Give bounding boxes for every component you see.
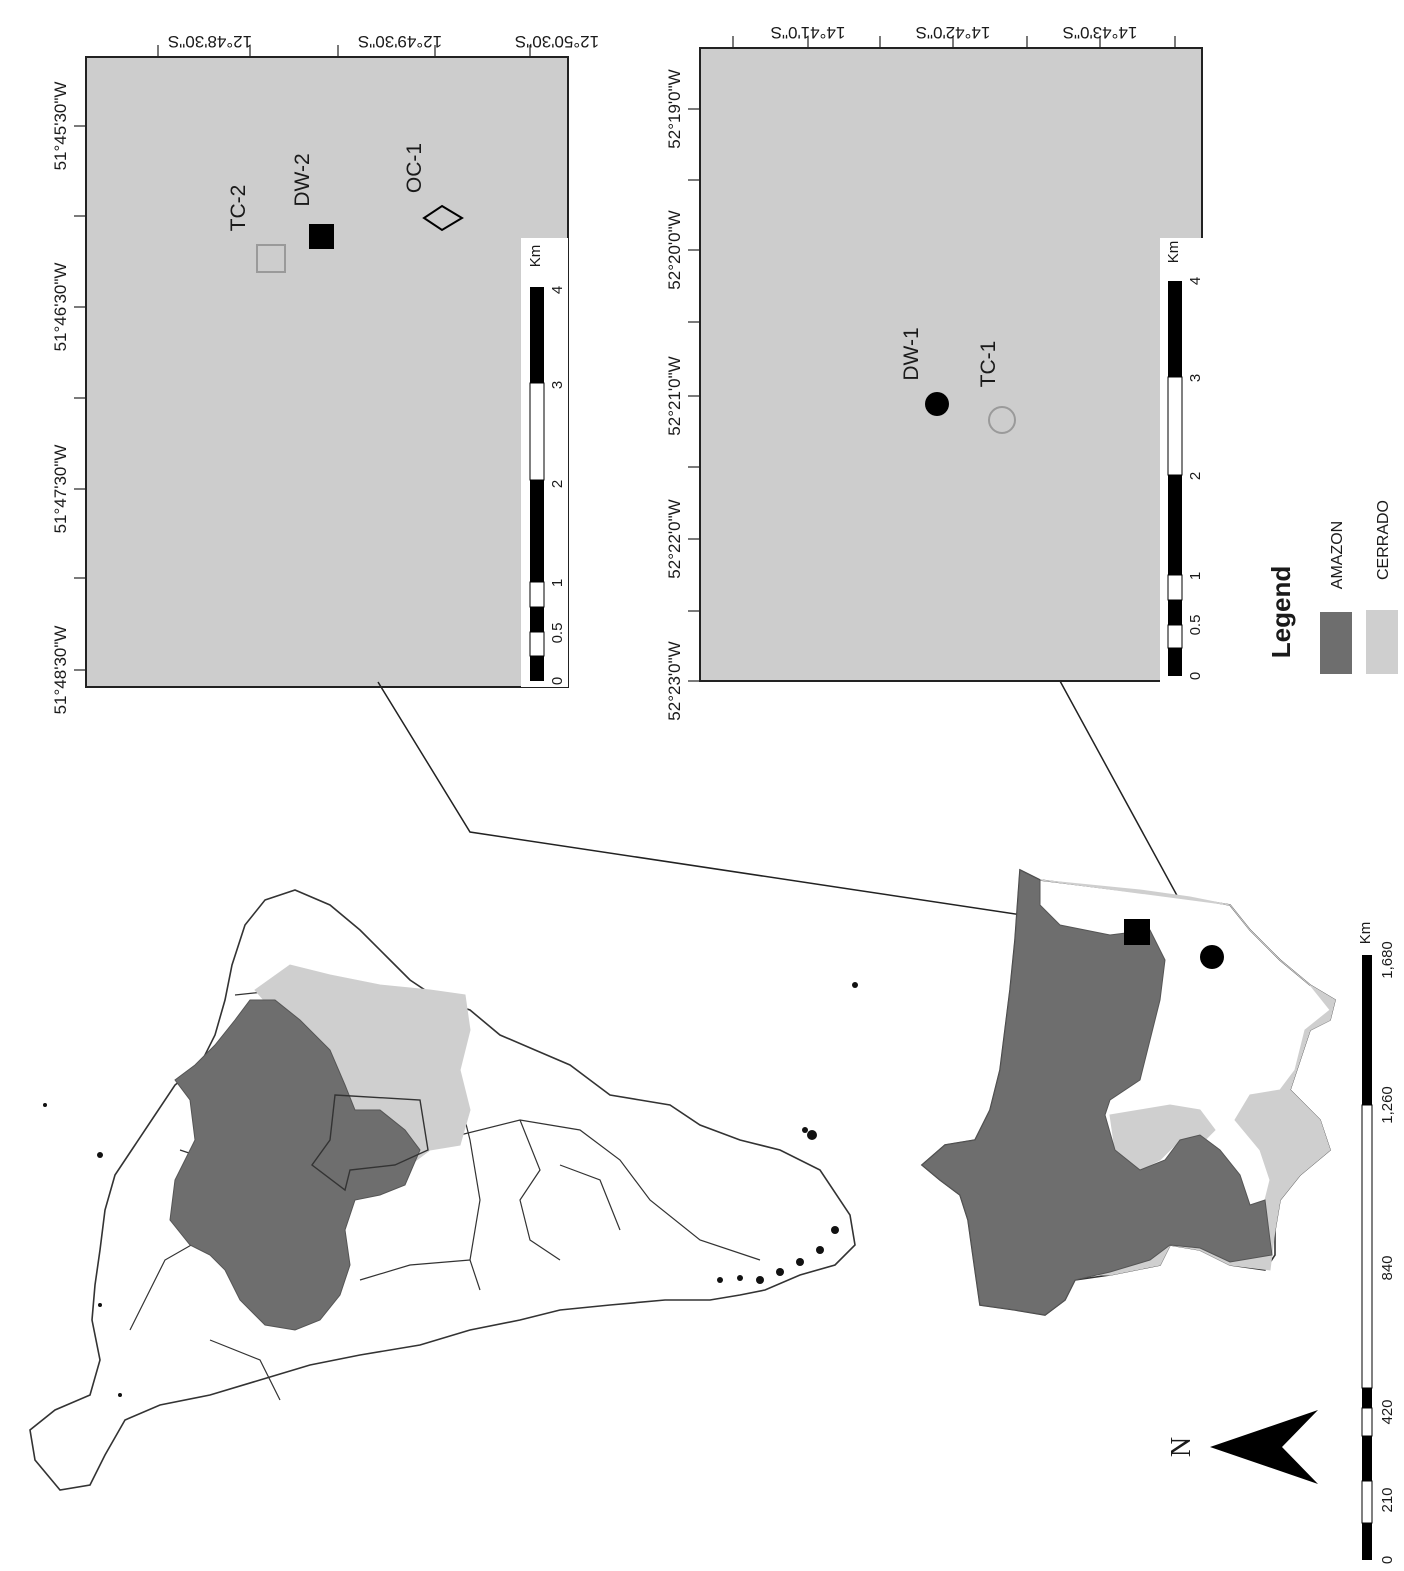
- scale-label: 2: [1187, 472, 1204, 480]
- site-map-2: 14°41'0"S 14°42'0"S 14°43'0"S 52°23'0"W …: [665, 23, 1205, 721]
- state-amazon-region: [921, 869, 1273, 1316]
- country-border: [559, 1164, 621, 1231]
- site-map-1-lon-tick: 51°46'30"W: [51, 263, 70, 352]
- site-map-2-lat-tick: 14°42'0"S: [916, 23, 991, 42]
- scale-label: 0: [1379, 1556, 1396, 1564]
- site-map-2-lon-tick: 52°22'0"W: [665, 499, 684, 578]
- scale-label: 840: [1379, 1255, 1396, 1280]
- south-america-map: [29, 889, 858, 1491]
- site-map-2-lon-tick: 52°21'0"W: [665, 356, 684, 435]
- scale-label: 2: [549, 480, 566, 488]
- country-border: [359, 1259, 471, 1281]
- site-oc-1-marker: [422, 204, 464, 232]
- scale-label: 1: [549, 579, 566, 587]
- scale-label: 1: [1187, 572, 1204, 580]
- site-map-1-lat-tick: 12°48'30"S: [168, 32, 252, 51]
- mato-grosso-outline: [311, 1094, 429, 1192]
- site-map-2-scale-bar: 0 0.5 1 2 3 4 Km: [1160, 238, 1205, 684]
- scale-label: 4: [549, 286, 566, 294]
- site-map-1-scale-bar: 0 0.5 1 2 3 4 Km: [521, 238, 568, 687]
- scale-label: 0.5: [1187, 615, 1204, 636]
- scale-unit: Km: [1165, 241, 1182, 264]
- site-map-2-lat-tick: 14°43'0"S: [1063, 23, 1138, 42]
- site-map-1: 12°48'30"S 12°49'30"S 12°50'30"S 51°48'3…: [51, 32, 599, 714]
- scale-label: 4: [1187, 277, 1204, 285]
- site-map-2-lon-tick: 52°23'0"W: [665, 641, 684, 720]
- site-dw-2-marker: [309, 224, 334, 249]
- state-marker-site-map-2: [1200, 945, 1224, 969]
- site-map-1-lon-tick: 51°45'30"W: [51, 82, 70, 171]
- state-marker-site-map-1: [1124, 919, 1150, 945]
- legend-title: Legend: [1266, 566, 1296, 658]
- site-map-1-frame: [85, 56, 569, 688]
- legend-label-cerrado: CERRADO: [1375, 500, 1392, 580]
- site-map-2-lon-tick: 52°20'0"W: [665, 210, 684, 289]
- coastal-islands: [43, 982, 858, 1397]
- scale-label: 1,680: [1379, 941, 1396, 979]
- scale-label: 3: [549, 381, 566, 389]
- country-border: [519, 1119, 561, 1261]
- site-tc-1-label: TC-1: [977, 341, 1000, 388]
- site-dw-2-label: DW-2: [291, 153, 314, 206]
- scale-label: 420: [1379, 1399, 1396, 1424]
- overview-scale-bar: 0 210 420 840 1,260 1,680 Km: [1357, 922, 1396, 1564]
- site-oc-1-label: OC-1: [403, 143, 426, 193]
- legend-swatch-amazon: [1320, 612, 1352, 674]
- scale-label: 0: [1187, 672, 1204, 680]
- scale-unit: Km: [527, 245, 544, 268]
- site-map-1-lon-tick: 51°48'30"W: [51, 626, 70, 715]
- scale-label: 210: [1379, 1487, 1396, 1512]
- north-arrow: N: [1166, 1410, 1318, 1484]
- site-map-2-lat-tick: 14°41'0"S: [771, 23, 846, 42]
- site-map-1-lat-tick: 12°50'30"S: [515, 32, 599, 51]
- legend-swatch-cerrado: [1366, 610, 1398, 674]
- site-tc-2-label: TC-2: [227, 185, 250, 232]
- north-arrow-label: N: [1166, 1437, 1197, 1457]
- site-map-2-lon-tick: 52°19'0"W: [665, 69, 684, 148]
- site-dw-1-marker: [925, 392, 949, 416]
- site-dw-1-label: DW-1: [900, 327, 923, 380]
- continent-outline: [29, 889, 856, 1491]
- scale-label: 0: [549, 677, 566, 685]
- site-tc-2-marker: [256, 244, 286, 273]
- state-map: [920, 868, 1336, 1316]
- legend: Legend AMAZON CERRADO: [1266, 500, 1398, 674]
- scale-unit: Km: [1357, 922, 1374, 945]
- amazon-region: [169, 999, 421, 1331]
- scale-label: 1,260: [1379, 1086, 1396, 1124]
- scale-label: 3: [1187, 374, 1204, 382]
- site-map-1-lon-tick: 51°47'30"W: [51, 445, 70, 534]
- scale-label: 0.5: [549, 623, 566, 644]
- site-map-1-lat-tick: 12°49'30"S: [358, 32, 442, 51]
- north-arrow-icon: [1210, 1410, 1318, 1484]
- legend-label-amazon: AMAZON: [1329, 521, 1346, 589]
- country-border: [209, 1339, 281, 1401]
- connector-line-site-map-1: [377, 681, 1136, 933]
- site-tc-1-marker: [988, 406, 1016, 434]
- site-map-2-frame: [699, 47, 1203, 682]
